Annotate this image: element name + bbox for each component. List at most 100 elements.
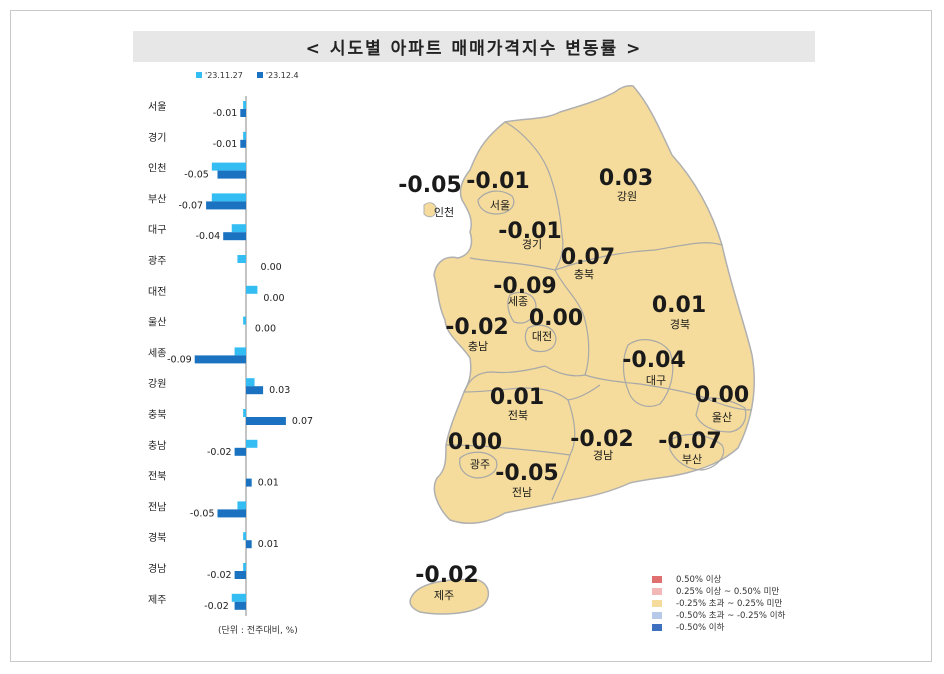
map-region-name: 세종 xyxy=(508,295,528,308)
map-legend-label-4: -0.50% 초과 ~ -0.25% 이하 xyxy=(676,611,786,621)
data-label: -0.05 xyxy=(184,170,209,181)
bar-series1 xyxy=(237,501,246,510)
map-value-label: -0.01 xyxy=(498,219,561,244)
data-label: -0.02 xyxy=(207,447,232,458)
bar-series2 xyxy=(217,170,246,179)
map-value-label: 0.00 xyxy=(448,430,502,455)
map-value-label: -0.04 xyxy=(622,348,685,373)
data-label: -0.07 xyxy=(179,200,204,211)
category-label: 충남 xyxy=(148,440,166,452)
bar-series2 xyxy=(234,571,246,579)
map-value-label: 0.03 xyxy=(599,166,653,191)
map-region-name: 부산 xyxy=(682,453,702,466)
data-label: -0.01 xyxy=(213,139,238,150)
gangwon-south-border xyxy=(554,242,723,271)
bar-series2 xyxy=(246,417,286,425)
map-value-label: 0.00 xyxy=(695,383,749,408)
category-label: 경기 xyxy=(148,131,166,144)
daegu-border xyxy=(622,339,674,407)
map-legend-row-4: -0.50% 초과 ~ -0.25% 이하 xyxy=(652,609,785,621)
map-value-label: 0.01 xyxy=(490,385,544,410)
map-region-name: 서울 xyxy=(490,199,510,212)
gwangju-border xyxy=(459,451,498,479)
data-label: 0.00 xyxy=(261,262,282,273)
bar-series1 xyxy=(243,563,246,571)
legend-item-series1: '23.11.27 xyxy=(196,71,243,80)
bar-series2 xyxy=(223,232,246,241)
bar-series1 xyxy=(243,409,246,417)
map-legend: 0.50% 이상 0.25% 이상 ~ 0.50% 미만 -0.25% 초과 ~… xyxy=(652,573,785,633)
category-label: 전남 xyxy=(148,501,166,513)
page-title: < 시도별 아파트 매매가격지수 변동률 > xyxy=(305,39,643,59)
bar-legend: '23.11.27 '23.12.4 xyxy=(196,71,299,80)
seoul-border xyxy=(477,190,515,215)
map-legend-swatch-5 xyxy=(652,623,662,631)
map-legend-swatch-3 xyxy=(652,599,662,607)
legend-swatch-series2 xyxy=(256,72,263,78)
category-label: 광주 xyxy=(148,255,166,267)
title-bar: < 시도별 아파트 매매가격지수 변동률 > xyxy=(133,31,815,62)
category-label: 제주 xyxy=(148,594,166,606)
map-region-name: 강원 xyxy=(617,190,637,203)
bar-series2 xyxy=(234,601,246,610)
category-label: 부산 xyxy=(148,193,166,205)
map-region-name: 충남 xyxy=(468,340,488,353)
bar-series2 xyxy=(206,201,246,210)
map-region-name: 경남 xyxy=(593,449,613,462)
map-legend-label-3: -0.25% 초과 ~ 0.25% 미만 xyxy=(676,599,783,609)
bar-series1 xyxy=(246,378,255,387)
bar-series2 xyxy=(240,139,246,148)
map-legend-label-1: 0.50% 이상 xyxy=(676,575,722,585)
map-borders xyxy=(445,121,753,501)
legend-swatch-series1 xyxy=(196,72,202,78)
data-label: 0.07 xyxy=(292,416,313,427)
unit-note: (단위 : 전주대비, %) xyxy=(218,626,298,636)
map-region-name: 경북 xyxy=(670,318,690,331)
data-label: 0.00 xyxy=(255,324,276,335)
map-region-name: 울산 xyxy=(712,411,732,424)
map-value-label: 0.01 xyxy=(652,293,706,318)
bar-series1 xyxy=(234,347,246,356)
data-label: 0.01 xyxy=(258,539,279,550)
category-label: 경북 xyxy=(148,531,166,544)
busan-border xyxy=(669,434,725,471)
data-label: -0.05 xyxy=(190,508,215,519)
category-label: 서울 xyxy=(148,101,166,113)
map-legend-label-5: -0.50% 이하 xyxy=(676,623,725,633)
map-legend-row-2: 0.25% 이상 ~ 0.50% 미만 xyxy=(652,585,785,597)
legend-label-series2: '23.12.4 xyxy=(265,71,299,80)
sejong-border xyxy=(507,291,537,324)
legend-item-series2: '23.12.4 xyxy=(256,71,299,80)
map-legend-swatch-2 xyxy=(652,587,662,595)
bar-series1 xyxy=(243,131,246,140)
map-legend-row-1: 0.50% 이상 xyxy=(652,573,785,585)
legend-label-series1: '23.11.27 xyxy=(205,71,243,80)
map-value-label: -0.05 xyxy=(495,461,558,486)
category-label: 대전 xyxy=(148,286,166,298)
map-legend-label-2: 0.25% 이상 ~ 0.50% 미만 xyxy=(676,587,780,597)
bar-series1 xyxy=(211,162,246,171)
map-region-name: 전북 xyxy=(508,409,528,422)
map-legend-row-5: -0.50% 이하 xyxy=(652,621,785,633)
category-label: 충북 xyxy=(148,409,166,421)
map-value-label: -0.02 xyxy=(415,563,478,588)
ulsan-border xyxy=(695,397,747,433)
map-value-label: 0.07 xyxy=(561,245,615,270)
data-label: 0.00 xyxy=(263,293,284,304)
gyeongbuk-border xyxy=(584,374,753,411)
bar-series1 xyxy=(237,255,246,263)
data-label: -0.02 xyxy=(204,601,229,612)
map-value-label: -0.07 xyxy=(658,429,721,454)
category-label: 경남 xyxy=(148,562,166,575)
map-region-name: 대전 xyxy=(532,330,552,343)
jeju-shape xyxy=(409,578,490,615)
bar-series1 xyxy=(243,101,246,109)
map-region-name: 경기 xyxy=(522,238,542,251)
map-region-name: 제주 xyxy=(434,589,454,602)
category-label: 전북 xyxy=(148,471,166,483)
chungbuk-border xyxy=(544,269,590,377)
data-label: -0.09 xyxy=(167,354,192,365)
map-value-label: 0.00 xyxy=(529,306,583,331)
data-label: -0.01 xyxy=(213,108,238,119)
